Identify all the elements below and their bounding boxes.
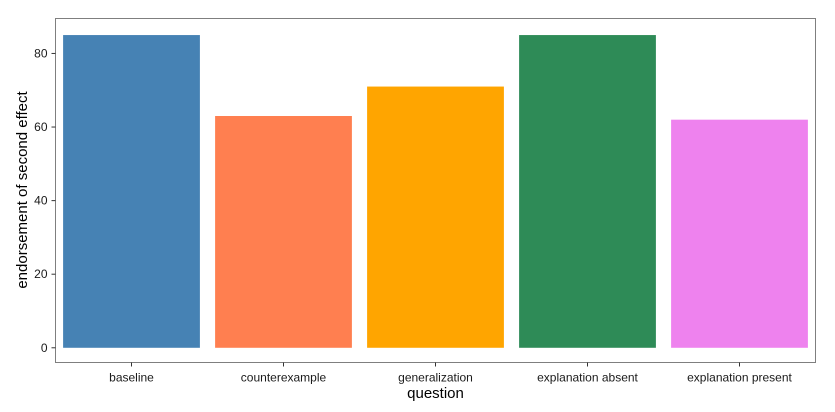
bar-explanation-absent bbox=[519, 35, 656, 348]
y-tick-label: 0 bbox=[41, 341, 48, 355]
bar-explanation-present bbox=[671, 119, 808, 348]
y-tick-label: 60 bbox=[34, 120, 48, 134]
x-tick-label: explanation present bbox=[687, 371, 792, 385]
x-tick-label: generalization bbox=[398, 371, 473, 385]
y-tick-label: 40 bbox=[34, 194, 48, 208]
y-axis-ticks: 0 20 40 60 80 bbox=[34, 46, 56, 355]
y-tick-label: 80 bbox=[34, 46, 48, 60]
bar-generalization bbox=[367, 86, 504, 348]
bar-counterexample bbox=[215, 116, 352, 348]
y-axis-title: endorsement of second effect bbox=[14, 90, 31, 288]
x-axis-ticks: baseline counterexample generalization expl… bbox=[109, 362, 793, 385]
bar-baseline bbox=[63, 35, 200, 348]
x-tick-label: counterexample bbox=[241, 371, 327, 385]
x-tick-label: baseline bbox=[109, 371, 154, 385]
x-tick-label: explanation absent bbox=[537, 371, 638, 385]
x-axis-title: question bbox=[407, 385, 464, 402]
bars-group bbox=[63, 35, 808, 348]
y-tick-label: 20 bbox=[34, 267, 48, 281]
